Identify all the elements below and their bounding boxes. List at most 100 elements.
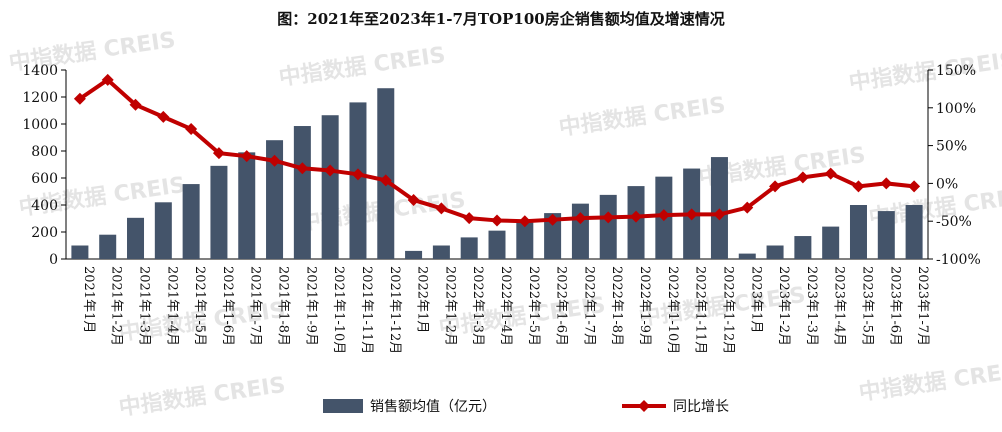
legend-bar-label: 销售额均值（亿元） bbox=[370, 399, 496, 415]
watermark-text: 中指数据 CREIS bbox=[847, 47, 1002, 96]
x-tick-label: 2022年1-9月 bbox=[637, 266, 652, 346]
bar bbox=[432, 245, 450, 259]
x-tick-label: 2021年1-7月 bbox=[248, 266, 263, 346]
line-point bbox=[101, 73, 114, 86]
line-series bbox=[73, 73, 921, 228]
x-tick-label: 2021年1-8月 bbox=[276, 266, 291, 346]
bar bbox=[488, 230, 506, 259]
line-point bbox=[73, 92, 86, 105]
right-tick-label: 100% bbox=[936, 101, 976, 117]
bar bbox=[544, 213, 562, 259]
legend-bar-swatch bbox=[323, 399, 363, 413]
line-point bbox=[240, 150, 253, 163]
x-tick-label: 2022年1-5月 bbox=[526, 266, 541, 346]
line-point bbox=[852, 180, 865, 193]
bar bbox=[460, 237, 478, 259]
x-tick-label: 2023年1-3月 bbox=[804, 266, 819, 346]
right-tick-label: 0% bbox=[936, 176, 958, 192]
chart-title: 图：2021年至2023年1-7月TOP100房企销售额均值及增速情况 bbox=[277, 10, 725, 28]
line-point bbox=[407, 194, 420, 207]
right-tick-label: -100% bbox=[936, 252, 981, 268]
line-point bbox=[824, 167, 837, 180]
line-point bbox=[880, 177, 893, 190]
bar bbox=[822, 226, 840, 259]
bar bbox=[599, 194, 617, 259]
x-tick-label: 2021年1月 bbox=[81, 266, 96, 333]
x-tick-label: 2023年1-2月 bbox=[776, 266, 791, 346]
x-tick-label: 2021年1-4月 bbox=[164, 266, 179, 346]
watermark-text: 中指数据 CREIS bbox=[857, 357, 1002, 406]
x-tick-label: 2022年1-6月 bbox=[554, 266, 569, 346]
line-point bbox=[296, 162, 309, 175]
bar bbox=[877, 211, 895, 259]
x-tick-label: 2022年1-8月 bbox=[609, 266, 624, 346]
x-tick-label: 2021年1-10月 bbox=[331, 266, 346, 354]
bar bbox=[710, 157, 728, 259]
x-tick-label: 2022年1-3月 bbox=[470, 266, 485, 346]
line-point bbox=[463, 212, 476, 225]
line-point bbox=[796, 171, 809, 184]
x-tick-label: 2022年1-10月 bbox=[665, 266, 680, 354]
x-tick-label: 2023年1-4月 bbox=[832, 266, 847, 346]
line-point bbox=[546, 213, 559, 226]
x-tick-label: 2022年1-2月 bbox=[442, 266, 457, 346]
line-point bbox=[630, 210, 643, 223]
line-point bbox=[129, 98, 142, 111]
line-point bbox=[324, 164, 337, 177]
bar bbox=[238, 152, 256, 259]
line-point bbox=[157, 110, 170, 123]
axes: 0 200 400 600 800 1000 1200 1400 -100% -50% 0% 50% 1… bbox=[22, 63, 980, 268]
x-tick-label: 2023年1-7月 bbox=[915, 266, 930, 346]
line-point bbox=[657, 209, 670, 222]
bar bbox=[266, 140, 284, 259]
bar bbox=[516, 222, 534, 259]
bar bbox=[766, 245, 784, 259]
x-tick-label: 2021年1-12月 bbox=[387, 266, 402, 354]
right-tick-label: 50% bbox=[936, 139, 967, 155]
left-tick-label: 1000 bbox=[22, 117, 58, 133]
bar bbox=[405, 250, 423, 259]
x-tick-label: 2022年1-12月 bbox=[720, 266, 735, 354]
x-tick-label: 2021年1-3月 bbox=[137, 266, 152, 346]
watermark-text: 中指数据 CREIS bbox=[557, 92, 727, 141]
line-point bbox=[769, 180, 782, 193]
x-tick-label: 2021年1-6月 bbox=[220, 266, 235, 346]
bar bbox=[99, 234, 117, 259]
left-tick-label: 400 bbox=[31, 198, 58, 214]
x-tick-label: 2021年1-9月 bbox=[303, 266, 318, 346]
bar bbox=[321, 115, 339, 259]
line-point bbox=[908, 180, 921, 193]
bar bbox=[849, 205, 867, 259]
bar bbox=[349, 102, 367, 260]
line-point bbox=[212, 147, 225, 160]
bar bbox=[571, 203, 589, 259]
line-point bbox=[713, 208, 726, 221]
left-tick-label: 800 bbox=[31, 144, 58, 160]
x-axis-labels: 2021年1月 2021年1-2月 2021年1-3月 2021年1-4月 2021年1… bbox=[81, 266, 930, 354]
line-point bbox=[268, 154, 281, 167]
x-tick-label: 2022年1月 bbox=[415, 266, 430, 333]
x-tick-label: 2021年1-5月 bbox=[192, 266, 207, 346]
bar bbox=[377, 88, 395, 259]
line-point bbox=[574, 212, 587, 225]
right-tick-label: -50% bbox=[936, 214, 972, 230]
line-point bbox=[351, 168, 364, 181]
line-point bbox=[741, 201, 754, 214]
x-tick-label: 2021年1-11月 bbox=[359, 266, 374, 354]
line-point bbox=[491, 214, 503, 227]
x-tick-label: 2022年1-11月 bbox=[693, 266, 708, 354]
legend: 销售额均值（亿元） 同比增长 bbox=[323, 399, 729, 415]
bar bbox=[210, 165, 228, 259]
bar bbox=[154, 202, 172, 259]
bar bbox=[127, 217, 145, 259]
left-tick-label: 1400 bbox=[22, 63, 58, 79]
x-tick-label: 2023年1-6月 bbox=[887, 266, 902, 346]
line-point bbox=[518, 215, 531, 228]
bar bbox=[905, 205, 923, 259]
x-tick-label: 2023年1月 bbox=[748, 266, 763, 333]
bar bbox=[738, 253, 756, 259]
x-tick-label: 2023年1-5月 bbox=[859, 266, 874, 346]
right-tick-label: 150% bbox=[936, 63, 976, 79]
x-tick-label: 2022年1-4月 bbox=[498, 266, 513, 346]
